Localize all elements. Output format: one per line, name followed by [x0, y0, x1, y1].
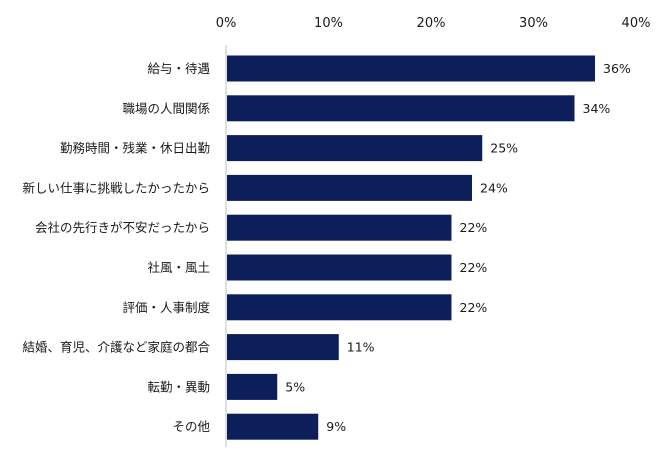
- data-label: 5%: [285, 379, 305, 394]
- category-label: 転勤・異動: [147, 379, 210, 394]
- data-label: 25%: [490, 141, 518, 156]
- bar: [227, 373, 278, 400]
- data-label: 34%: [583, 101, 611, 116]
- bar: [227, 334, 339, 361]
- data-label: 11%: [347, 340, 375, 355]
- data-label: 24%: [480, 180, 508, 195]
- data-label: 9%: [326, 419, 346, 434]
- bar: [227, 135, 483, 162]
- category-labels: 給与・待遇職場の人間関係勤務時間・残業・休日出勤新しい仕事に挑戦したかったから会…: [22, 61, 210, 434]
- category-label: 結婚、育児、介護など家庭の都合: [22, 340, 210, 355]
- category-label: 社風・風土: [147, 260, 210, 275]
- data-label: 22%: [460, 220, 488, 235]
- bar: [227, 174, 472, 201]
- x-tick-label: 20%: [417, 16, 446, 31]
- category-label: 職場の人間関係: [122, 101, 210, 116]
- category-label: その他: [172, 419, 210, 434]
- category-label: 新しい仕事に挑戦したかったから: [22, 180, 210, 195]
- category-label: 勤務時間・残業・休日出勤: [60, 141, 210, 156]
- x-axis-ticks: 0% 10% 20% 30% 40%: [216, 16, 651, 31]
- category-label: 評価・人事制度: [122, 300, 210, 315]
- x-tick-label: 0%: [216, 16, 237, 31]
- x-tick-label: 10%: [314, 16, 343, 31]
- category-label: 会社の先行きが不安だったから: [35, 220, 210, 235]
- bars: [227, 55, 595, 440]
- data-labels: 36% 34% 25% 24% 22% 22% 22% 11% 5% 9%: [285, 61, 631, 434]
- bar: [227, 55, 595, 82]
- x-tick-label: 40%: [622, 16, 651, 31]
- bar: [227, 254, 452, 281]
- bar: [227, 413, 319, 440]
- bar: [227, 95, 575, 122]
- bar: [227, 294, 452, 321]
- data-label: 22%: [460, 300, 488, 315]
- data-label: 22%: [460, 260, 488, 275]
- x-tick-label: 30%: [519, 16, 548, 31]
- category-label: 給与・待遇: [147, 61, 210, 76]
- bar: [227, 214, 452, 241]
- data-label: 36%: [603, 61, 631, 76]
